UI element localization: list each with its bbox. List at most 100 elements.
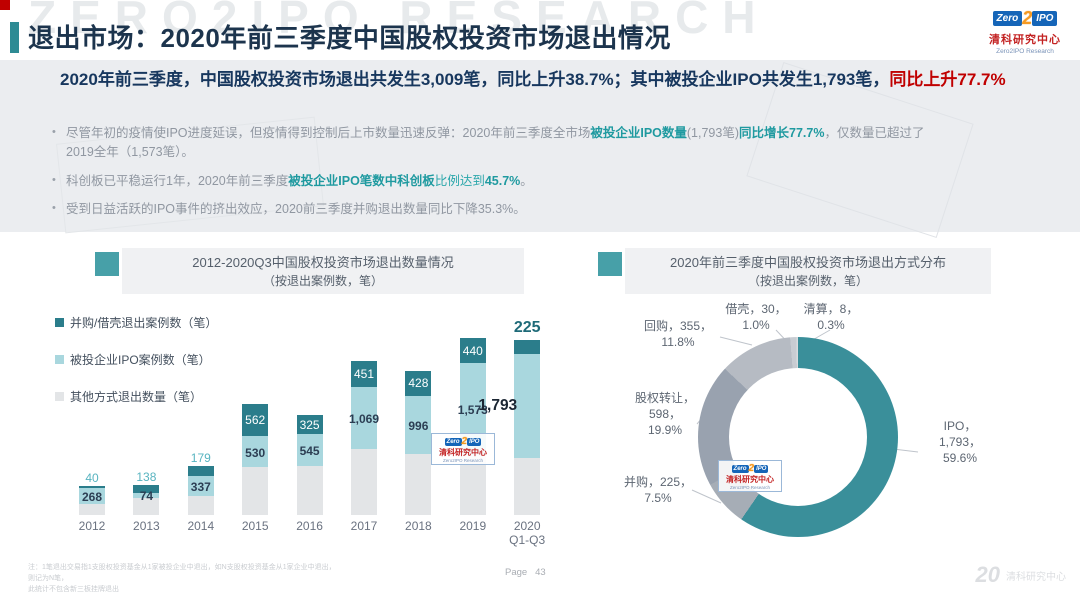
logo-zero-box: Zero (992, 11, 1023, 26)
donut-chart-panel: 2020年前三季度中国股权投资市场退出方式分布 （按退出案例数，笔） 借壳，30… (580, 240, 1060, 570)
bar-segment-other (351, 448, 377, 515)
text-segment: 同比上升77.7% (889, 70, 1006, 89)
bar-segment-ipo (296, 434, 323, 466)
bar-label-ipo: 530 (245, 445, 266, 460)
bar-segment-other (187, 495, 214, 515)
legend-item-ipo: 被投企业IPO案例数（笔） (55, 351, 217, 368)
stacked-bar (351, 360, 377, 515)
legend-item-other: 其他方式退出数量（笔） (55, 388, 217, 405)
logo-en-text: Zero2IPO Research (442, 458, 484, 463)
x-axis-label: 2017 (350, 519, 378, 533)
bar-segment-mna (351, 360, 377, 387)
bar-label-mna: 451 (353, 366, 375, 381)
bar-label-mna: 179 (190, 450, 211, 465)
stacked-bar (79, 486, 105, 515)
bar-segment-other (79, 503, 105, 515)
bar-label-ipo: 1,573 (457, 403, 488, 418)
stacked-bar (296, 415, 323, 515)
logo-two: 2 (1022, 8, 1033, 28)
text-segment: 45.7% (484, 173, 521, 188)
bar-segment-ipo (351, 386, 377, 449)
text-segment: 2020年前三季度，中国股权投资市场退出共发生3,009笔，同比上升38.7%；… (60, 70, 890, 89)
logo-ipo-box: IPO (467, 437, 482, 446)
text-segment: 比例达到 (434, 173, 485, 188)
zero2ipo-logo-mark: Zero 2 IPO (982, 8, 1068, 29)
bar-plot: 2012 40 268 2013 138 74 2014 179 337 2015 562 530 20… (40, 240, 560, 555)
text-segment: 被投企业IPO笔数中科创板 (288, 173, 435, 188)
donut-label-huigou: 回购，355， 11.8% (643, 319, 713, 350)
text-segment: ，仅数量已超过了2019全年（1,573笔）。 (66, 126, 925, 160)
donut-label-binggou: 并购，225， 7.5% (623, 475, 693, 506)
text-segment: 科创板已平稳运行1年，2020年前三季度 (66, 173, 289, 188)
corner-red-accent (0, 0, 10, 10)
bar-segment-other (133, 497, 160, 515)
bar-segment-ipo (133, 493, 160, 498)
brand-badge: 20 (975, 562, 1000, 587)
bar-label-ipo: 1,069 (348, 411, 380, 426)
brand-text: 清科研究中心 (1006, 571, 1066, 583)
donut-label-guquan: 股权转让， 598， 19.9% (634, 391, 695, 438)
bar-segment-ipo (79, 488, 105, 504)
summary-band: 2020年前三季度，中国股权投资市场退出共发生3,009笔，同比上升38.7%；… (0, 60, 1080, 238)
bullet-item: 科创板已平稳运行1年，2020年前三季度被投企业IPO笔数中科创板比例达到45.… (52, 172, 932, 191)
bar-label-mna: 225 (513, 319, 541, 337)
text-segment: 尽管年初的疫情使IPO进度延误，但疫情得到控制后上市数量迅速反弹：2020年前三… (66, 126, 591, 140)
donut-label-jieke: 借壳，30， 1.0% (725, 302, 787, 333)
bar-segment-ipo (242, 436, 269, 467)
bar-chart-subtitle: （按退出案例数，笔） (262, 274, 383, 288)
bar-segment-mna (514, 340, 541, 354)
watermark-logo: Zero 2 IPO 清科研究中心 Zero2IPO Research (431, 433, 495, 465)
logo-two: 2 (748, 463, 755, 474)
legend-label: 其他方式退出数量（笔） (70, 390, 203, 404)
stacked-bar (133, 485, 160, 515)
bar-segment-mna (79, 486, 105, 489)
watermark-logo: Zero 2 IPO 清科研究中心 Zero2IPO Research (718, 460, 782, 492)
stacked-bar (514, 340, 541, 515)
text-segment: 受到日益活跃的IPO事件的挤出效应，2020前三季度并购退出数量同比下降35.3… (66, 202, 526, 217)
page-label: Page (505, 567, 528, 578)
watermark-logo-mark: Zero 2 IPO (434, 436, 492, 447)
x-axis-label: 2019 (459, 519, 487, 533)
logo-cn-text: 清科研究中心 (726, 475, 774, 484)
bar-label-mna: 138 (136, 470, 157, 485)
bar-label-ipo: 337 (190, 480, 211, 495)
bullet-item: 受到日益活跃的IPO事件的挤出效应，2020前三季度并购退出数量同比下降35.3… (52, 200, 932, 219)
donut-ring (698, 337, 898, 537)
donut-label-ipo: IPO， 1,793， 59.6% (938, 419, 982, 466)
bar-label-ipo: 545 (299, 443, 320, 458)
bar-chart-panel: 2012-2020Q3中国股权投资市场退出数量情况 （按退出案例数，笔） 并购/… (40, 240, 560, 570)
logo-two: 2 (461, 436, 468, 447)
bar-segment-mna (242, 403, 269, 437)
bar-segment-ipo (187, 476, 214, 496)
legend-label: 并购/借壳退出案例数（笔） (70, 316, 218, 330)
stacked-bar (459, 337, 486, 515)
bar-segment-mna (405, 370, 432, 396)
footer-brand: 20 清科研究中心 (976, 562, 1066, 588)
x-axis-label: 2013 (133, 519, 160, 533)
x-axis-label: 2018 (405, 519, 432, 533)
bullet-list: 尽管年初的疫情使IPO进度延误，但疫情得到控制后上市数量迅速反弹：2020年前三… (52, 124, 932, 229)
legend-item-mna: 并购/借壳退出案例数（笔） (55, 314, 217, 331)
summary-text: 2020年前三季度，中国股权投资市场退出共发生3,009笔，同比上升38.7%；… (60, 68, 1050, 93)
bar-segment-ipo (405, 395, 432, 454)
text-segment: 。 (520, 173, 533, 188)
legend-swatch-ipo (55, 355, 64, 364)
watermark-logo-mark: Zero 2 IPO (721, 463, 779, 474)
donut-chart-title-block: 2020年前三季度中国股权投资市场退出方式分布 （按退出案例数，笔） (625, 248, 991, 294)
legend-swatch-other (55, 392, 64, 401)
page-title: 退出市场：2020年前三季度中国股权投资市场退出情况 (28, 23, 671, 53)
logo-zero-box: Zero (444, 437, 462, 446)
zero2ipo-logo: Zero 2 IPO 清科研究中心 Zero2IPO Research (982, 8, 1068, 55)
legend-swatch-mna (55, 318, 64, 327)
stacked-bar (187, 465, 214, 515)
donut-chart-subtitle: （按退出案例数，笔） (747, 274, 868, 288)
bar-label-ipo: 268 (81, 490, 103, 505)
bar-label-mna: 440 (462, 343, 483, 358)
chart-title-marker-icon (598, 252, 622, 276)
chart-title-marker-icon (95, 252, 119, 276)
x-axis-label: 2012 (78, 519, 106, 533)
bar-segment-mna (133, 485, 160, 494)
page-number: Page 43 (505, 567, 546, 578)
x-axis-label: 2020 Q1-Q3 (509, 519, 546, 548)
bar-label-mna: 428 (408, 376, 429, 391)
